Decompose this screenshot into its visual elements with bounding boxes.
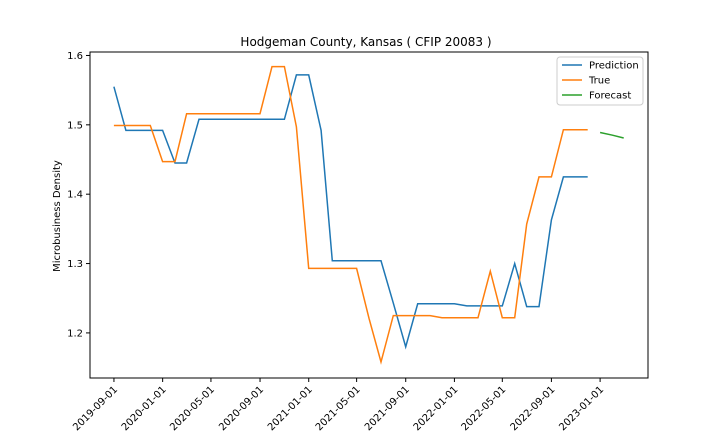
series-line-forecast: [599, 131, 624, 139]
series-line-prediction: [113, 74, 588, 350]
chart-title: Hodgeman County, Kansas ( CFIP 20083 ): [240, 35, 491, 49]
x-tick-label: 2023-01-01: [557, 384, 606, 432]
legend-box: [556, 56, 644, 106]
x-tick-label: 2020-01-01: [120, 384, 169, 432]
x-tick-label: 2021-05-01: [314, 384, 363, 432]
x-tick-label: 2020-05-01: [168, 384, 217, 432]
legend: Prediction True Forecast: [556, 56, 644, 106]
y-tick-label: 1.3: [67, 259, 83, 270]
legend-label-prediction: Prediction: [589, 61, 639, 72]
y-tick-label: 1.2: [67, 328, 83, 339]
y-tick-label: 1.6: [67, 51, 83, 62]
x-tick-label: 2021-01-01: [266, 384, 315, 432]
series-line-true: [113, 65, 588, 365]
legend-label-true: True: [588, 76, 610, 87]
x-tick-label: 2019-09-01: [71, 384, 120, 432]
y-tick-label: 1.5: [67, 120, 83, 131]
plot-frame: [89, 51, 649, 379]
legend-label-forecast: Forecast: [589, 91, 631, 102]
y-axis-label: Microbusiness Density: [52, 160, 63, 272]
y-tick-label: 1.4: [67, 190, 83, 201]
x-tick-label: 2020-09-01: [217, 384, 266, 432]
x-tick-label: 2021-09-01: [363, 384, 412, 432]
x-tick-label: 2022-01-01: [412, 384, 461, 432]
x-tick-label: 2022-09-01: [509, 384, 558, 432]
x-tick-label: 2022-05-01: [460, 384, 509, 432]
